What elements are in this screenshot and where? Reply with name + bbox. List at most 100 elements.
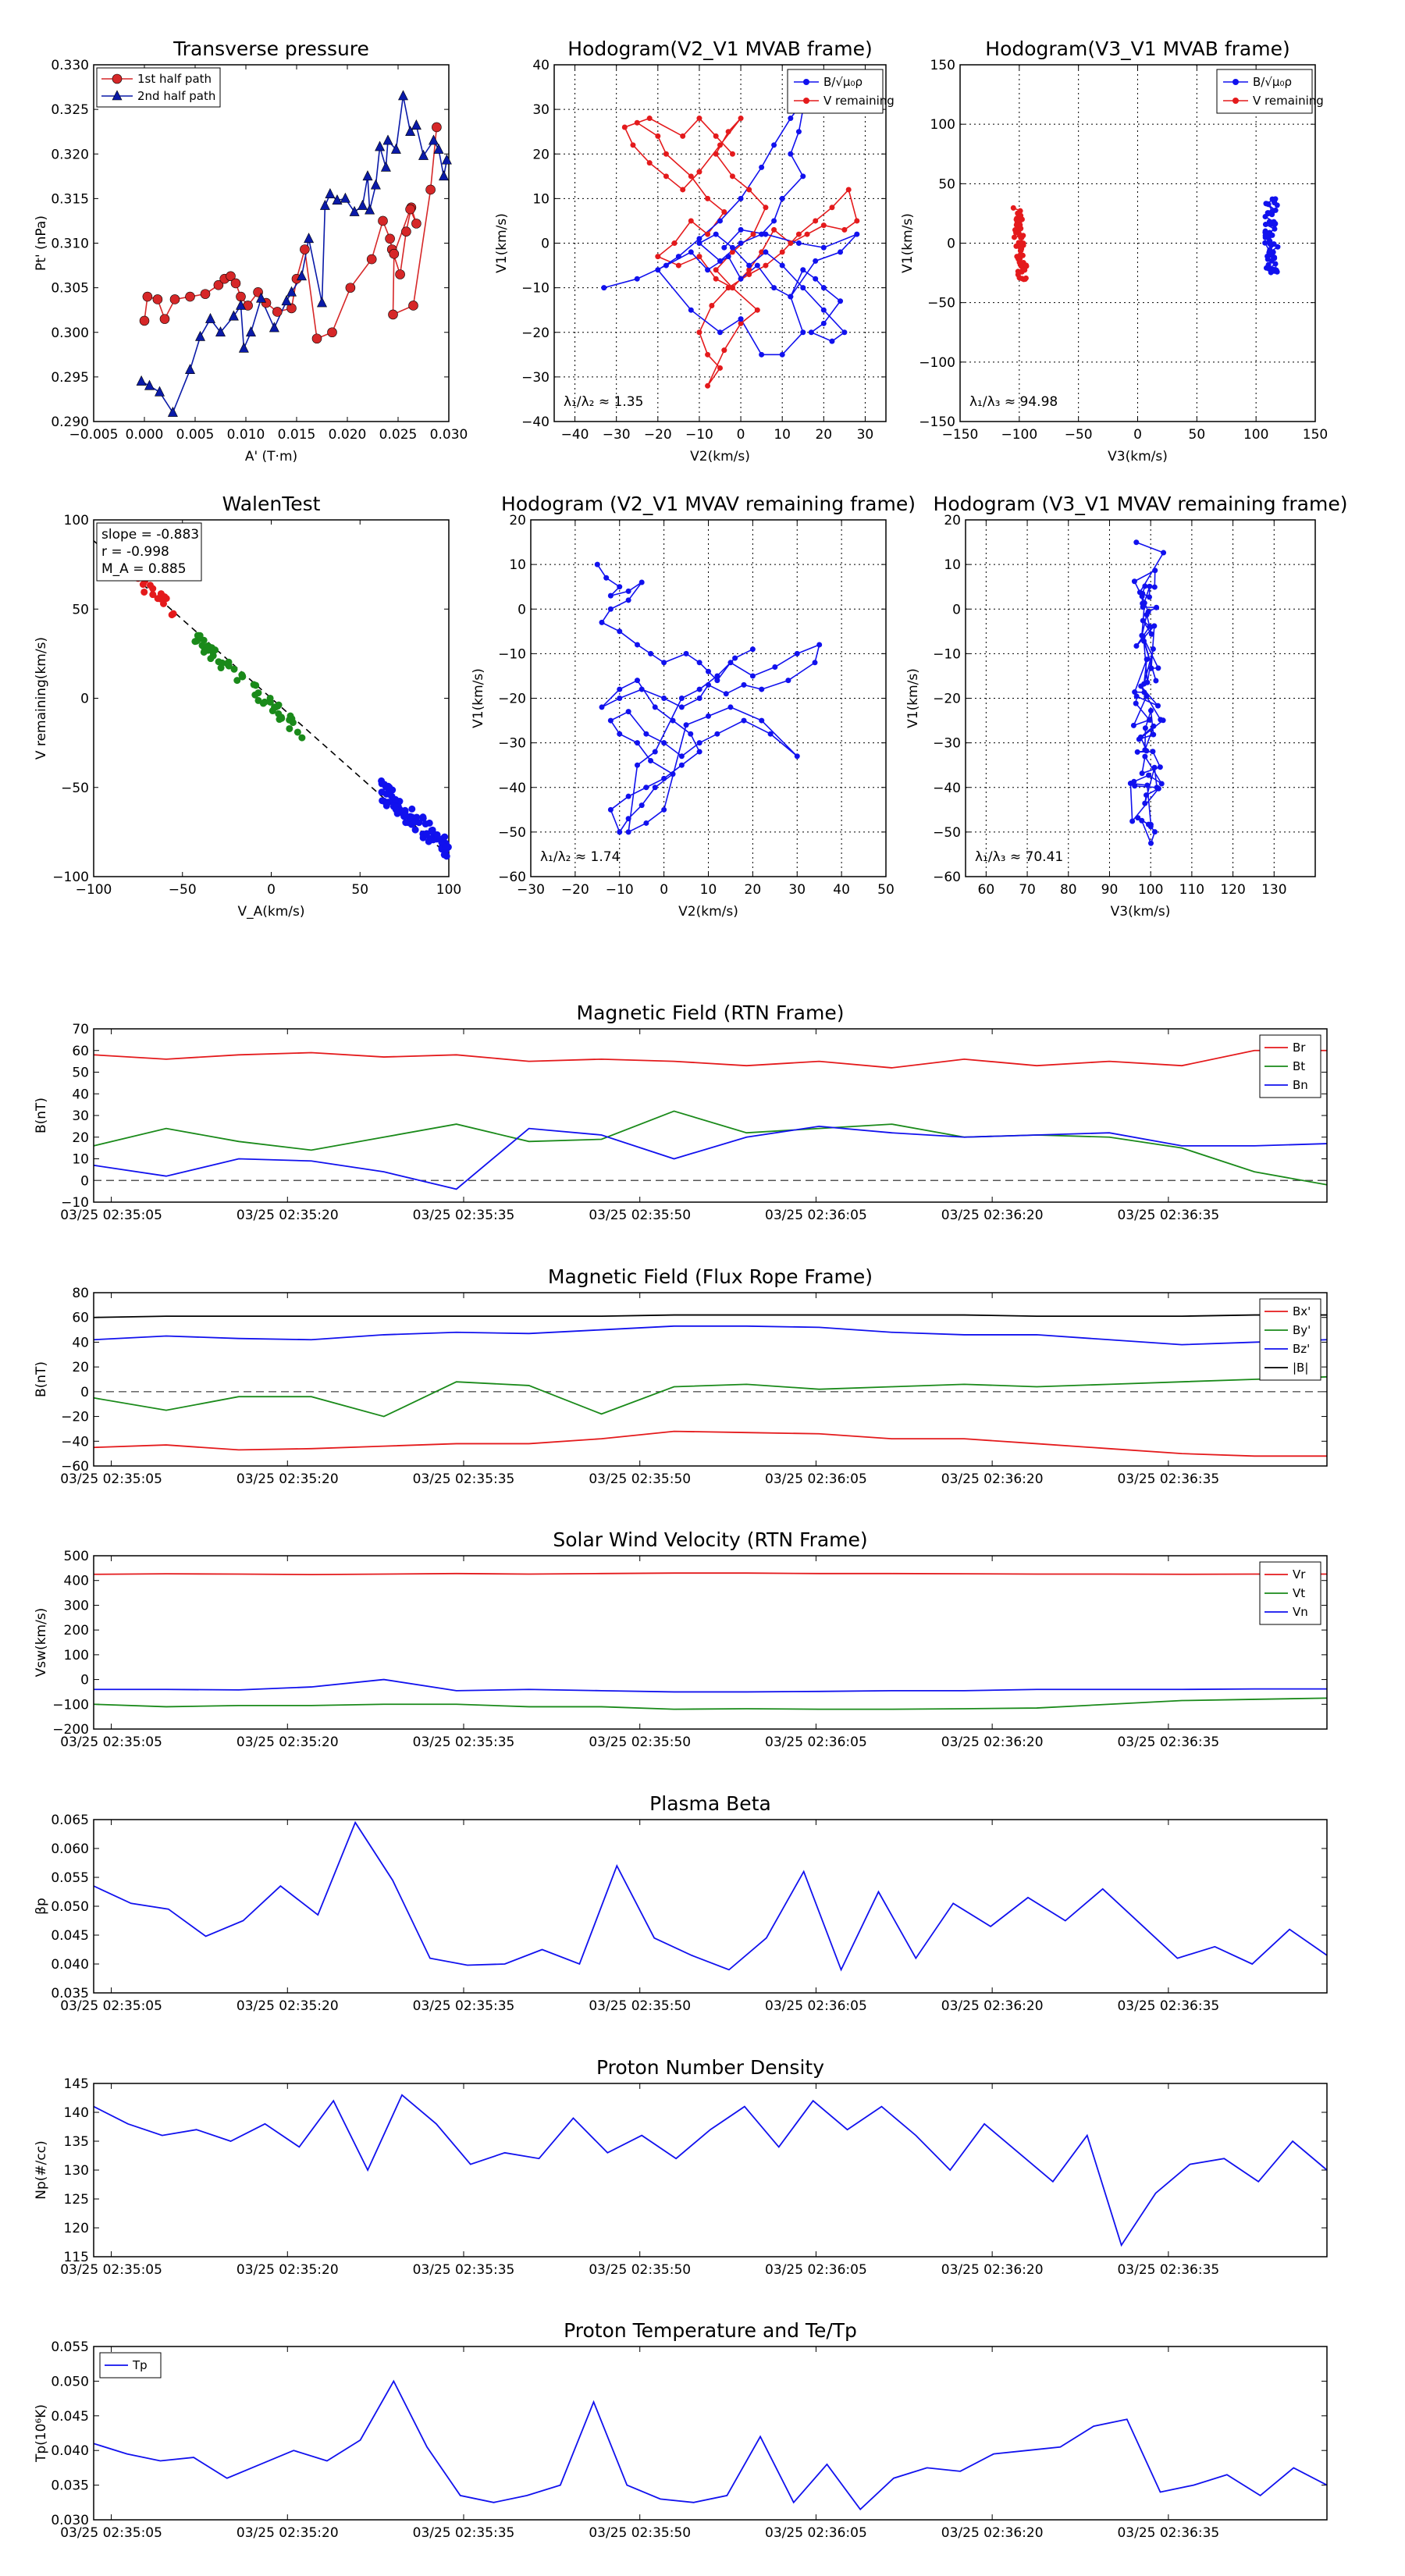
hodogram-point (714, 673, 720, 679)
pressure-point-2nd (370, 179, 381, 190)
x-tick-label: 0 (1133, 427, 1142, 443)
hodogram-b-point (813, 276, 819, 282)
y-tick-label: 10 (944, 557, 961, 573)
pressure-point-2nd (304, 233, 315, 244)
pressure-point-1st (226, 271, 236, 282)
y-tick-label: −20 (521, 326, 550, 341)
legend-marker (112, 73, 123, 84)
pressure-point-2nd (441, 154, 452, 165)
hodogram-point (749, 673, 756, 679)
hodogram-v-point (829, 205, 835, 211)
hodogram-point (1131, 578, 1137, 585)
timeseries-panel-5: 115 120 125 130 135 140 145 03/25 02:35:05 03/25… (34, 2056, 1328, 2278)
hodogram-point (1140, 638, 1147, 644)
hodogram-point (625, 709, 631, 715)
hodogram-v-point (1019, 235, 1025, 241)
walen-point-red (140, 588, 148, 596)
hodogram-b-point (795, 240, 802, 246)
hodogram-v-point (759, 249, 765, 255)
hodogram-point (1152, 568, 1158, 574)
x-tick-label: 0.030 (430, 427, 468, 443)
time-tick-label: 03/25 02:36:20 (941, 2262, 1044, 2278)
hodogram-point (1133, 700, 1139, 706)
hodogram-v-point (725, 129, 731, 135)
hodogram-point (1137, 734, 1144, 740)
timeseries-panel-3: −200 −100 0 100 200 300 400 500 03/25 02:35:05 03… (34, 1528, 1328, 1750)
hodogram-b-point (1269, 232, 1275, 238)
x-tick-label: 90 (1101, 882, 1119, 898)
panel-title: Transverse pressure (173, 37, 369, 60)
pressure-point-2nd (398, 90, 408, 101)
legend-marker (803, 79, 809, 85)
y-tick-label: 0 (80, 1385, 89, 1400)
hodogram-v-point (1019, 261, 1025, 267)
hodogram-v-point (729, 151, 735, 157)
y-tick-label: −30 (498, 736, 526, 752)
pressure-point-1st (378, 215, 388, 226)
y-axis-label: V1(km/s) (471, 668, 486, 728)
y-tick-label: 0 (947, 237, 955, 252)
axes-frame (93, 2083, 1328, 2258)
hodogram-v-point (688, 173, 694, 180)
hodogram-v-point (646, 160, 653, 166)
x-tick-label: −10 (685, 427, 713, 443)
hodogram-b-point (808, 329, 814, 336)
y-tick-label: 140 (64, 2105, 89, 2121)
walen-point-blue (433, 831, 441, 838)
time-tick-label: 03/25 02:36:20 (941, 2525, 1044, 2541)
hodogram-v-point (746, 267, 752, 273)
pressure-point-2nd (340, 192, 350, 203)
hodogram-v-point (621, 124, 628, 130)
hodogram-v-point (1017, 255, 1023, 262)
hodogram-b-point (800, 267, 806, 273)
x-tick-label: −50 (1065, 427, 1093, 443)
walen-point-green (272, 703, 279, 711)
y-tick-label: −40 (933, 781, 961, 796)
hodogram-b-point (717, 218, 723, 224)
y-tick-label: 0 (80, 1673, 89, 1688)
walen-point-green (266, 698, 274, 706)
panel-hodogram-v3v1-mvab: −150 −100 −50 0 50 100 150 −150 −100 −50 0 50 100 150… (900, 37, 1328, 464)
walen-point-green (254, 696, 262, 704)
eigenvalue-ratio: λ₁/λ₃ ≈ 70.41 (975, 849, 1063, 865)
hodogram-b-point (1274, 202, 1280, 208)
hodogram-b-path (603, 76, 858, 356)
time-tick-label: 03/25 02:35:35 (413, 1735, 515, 1750)
y-tick-label: 50 (72, 1066, 89, 1081)
pressure-point-2nd (246, 326, 256, 337)
hodogram-b-point (1262, 240, 1268, 246)
hodogram-point (617, 731, 623, 737)
hodogram-point (1155, 665, 1161, 671)
hodogram-point (1148, 665, 1154, 671)
walen-point-blue (419, 813, 427, 821)
y-tick-label: −30 (933, 736, 961, 752)
hodogram-b-point (759, 351, 765, 358)
x-tick-label: 20 (815, 427, 832, 443)
hodogram-b-point (1272, 226, 1278, 232)
time-tick-label: 03/25 02:35:20 (237, 1998, 339, 2014)
pressure-point-1st (425, 184, 436, 195)
hodogram-v-point (646, 116, 653, 122)
hodogram-point (652, 749, 658, 755)
time-tick-label: 03/25 02:36:35 (1117, 1735, 1219, 1750)
legend-label: Tp (132, 2358, 148, 2372)
hodogram-point (652, 704, 658, 710)
time-tick-label: 03/25 02:36:35 (1117, 1471, 1219, 1487)
panel-hodogram-v2v1-mvab: −40 −30 −20 −10 0 10 20 30 −40 −30 −20 −10 0 10 20 30 40… (494, 37, 895, 464)
hodogram-v-point (696, 116, 702, 122)
hodogram-point (759, 717, 765, 724)
legend-label: |B| (1293, 1361, 1308, 1375)
hodogram-point (1132, 689, 1138, 696)
axes-frame (93, 1819, 1328, 1994)
x-tick-label: 0.020 (329, 427, 367, 443)
hodogram-point (706, 668, 711, 674)
y-tick-label: 0.320 (51, 147, 89, 162)
panel-title: Plasma Beta (649, 1792, 771, 1815)
pressure-point-2nd (185, 364, 195, 375)
hodogram-point (617, 686, 623, 692)
hodogram-point (594, 561, 600, 568)
hodogram-point (1140, 617, 1146, 624)
pressure-point-2nd (155, 386, 165, 397)
hodogram-point (1154, 604, 1160, 610)
pressure-point-1st (272, 307, 283, 317)
